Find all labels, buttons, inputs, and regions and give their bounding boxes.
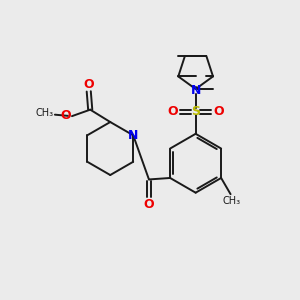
Text: O: O <box>168 105 178 118</box>
Text: S: S <box>191 105 200 118</box>
Text: O: O <box>144 198 154 211</box>
Text: O: O <box>61 109 71 122</box>
Text: O: O <box>83 78 94 92</box>
Text: N: N <box>128 129 138 142</box>
Text: CH₃: CH₃ <box>35 108 53 118</box>
Text: CH₃: CH₃ <box>222 196 240 206</box>
Text: O: O <box>213 105 224 118</box>
Text: N: N <box>190 84 201 97</box>
